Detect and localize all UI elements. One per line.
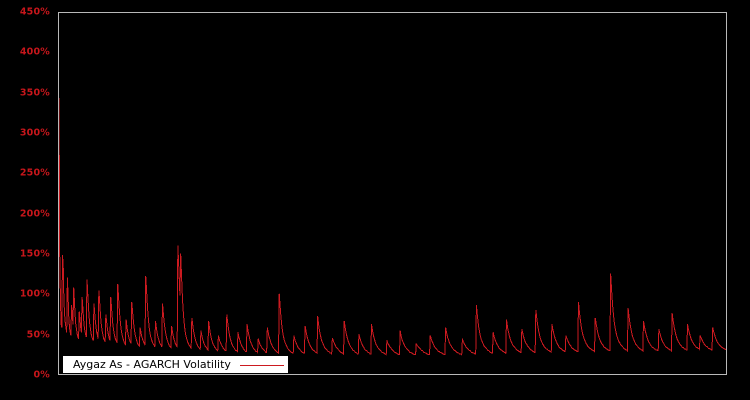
y-axis-tick-label: 150% (19, 248, 50, 260)
legend: Aygaz As - AGARCH Volatility (63, 356, 288, 373)
y-axis: 0% 50% 100% 150% 200% 250% 300% 350% 400% 450% (0, 0, 58, 400)
plot-area (58, 12, 727, 375)
y-axis-tick-label: 250% (19, 167, 50, 179)
y-axis-tick-label: 200% (19, 208, 50, 220)
legend-label: Aygaz As - AGARCH Volatility (73, 358, 231, 371)
legend-line-sample (239, 364, 284, 366)
y-axis-tick-label: 50% (26, 329, 50, 341)
y-axis-tick-label: 350% (19, 87, 50, 99)
y-axis-tick-label: 300% (19, 127, 50, 139)
y-axis-tick-label: 100% (19, 288, 50, 300)
legend-line-swatch (239, 358, 284, 371)
y-axis-tick-label: 400% (19, 46, 50, 58)
y-axis-tick-label: 0% (33, 369, 50, 381)
y-axis-tick-label: 450% (19, 6, 50, 18)
volatility-series-line (59, 13, 726, 374)
